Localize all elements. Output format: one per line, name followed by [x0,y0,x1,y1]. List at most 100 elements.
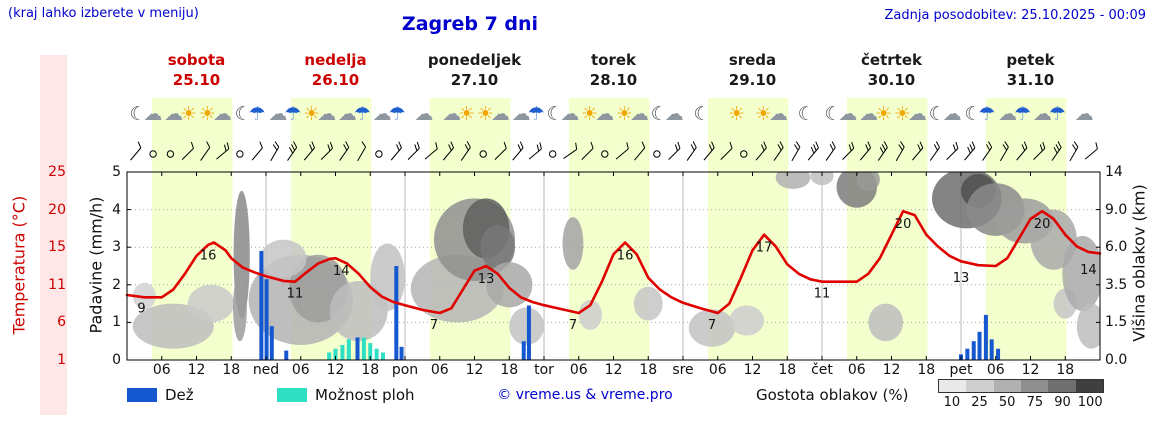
precipitation-tick: 5 [112,164,121,180]
day-name: sobota [167,51,226,69]
temperature-tick: 25 [48,164,66,180]
weather-glyph: ☾ [797,103,815,125]
weather-icon: ☁ [403,101,441,127]
weather-glyph: ☀ [728,103,745,125]
weather-glyph: ☀ [893,103,911,125]
cloud-density-value: 90 [1054,395,1071,410]
day-header: petek 31.10 [961,50,1100,90]
time-tick-label: 12 [882,362,901,378]
time-tick-label: 12 [743,362,762,378]
weather-glyph: ☀ [303,103,320,125]
weather-glyph: ☾ [824,103,841,125]
weather-glyph: ☁ [511,103,531,125]
weather-glyph: ☂ [284,103,301,125]
time-tick-label: 06 [152,362,171,378]
weather-icon: ☀☁ [299,101,337,127]
day-date: 30.10 [867,71,916,89]
weather-glyph: ☂ [248,103,266,125]
precipitation-tick: 3 [112,239,121,256]
day-date: 29.10 [728,71,777,89]
weather-glyph: ☁ [859,103,878,125]
weather-glyph: ☾ [650,103,668,125]
svg-text:16: 16 [200,249,217,264]
svg-text:13: 13 [953,271,970,286]
svg-text:20: 20 [895,217,912,232]
weather-glyph: ☁ [664,103,684,125]
time-tick-label: 12 [187,362,206,378]
credit-link[interactable]: © vreme.us & vreme.pro [497,387,673,403]
weather-glyph: ☀ [615,103,633,125]
weather-icon: ☾☁ [925,101,963,127]
precipitation-tick: 4 [112,201,121,218]
weather-glyph: ☂ [388,103,406,125]
temperature-curve [125,209,1102,315]
weather-icon: ☾☁ [820,101,858,127]
svg-text:11: 11 [287,287,304,302]
temperature-axis-strip [40,55,67,415]
weather-glyph: ☁ [212,103,232,125]
svg-text:16: 16 [617,249,634,264]
svg-text:13: 13 [478,272,495,287]
rain-legend-label: Dež [165,386,194,404]
cloud-density-segment [1075,380,1103,392]
weather-glyph: ☁ [337,103,357,125]
temperature-tick: 11 [48,276,66,293]
day-header: sobota 25.10 [127,50,266,90]
cloud-density-value: 50 [998,395,1016,410]
weather-icon: ☁ [1064,101,1102,127]
weather-glyph: ☁ [1074,103,1094,125]
time-tick-label: 06 [708,362,727,378]
weather-glyph: ☁ [442,103,461,125]
cloud-density-segment [966,380,994,392]
weather-glyph: ☁ [595,103,614,125]
precipitation-tick: 1 [112,314,121,331]
time-tick-label: 06 [847,362,866,378]
weather-glyph: ☀ [581,103,598,125]
day-name: ponedeljek [427,51,522,69]
cloud-layers [132,172,1100,349]
precipitation-bars [259,250,1001,360]
temperature-tick: 6 [57,314,66,331]
time-tick-label: 06 [986,362,1005,378]
time-tick-label: čet [811,362,833,378]
precipitation-tick: 0 [112,352,121,368]
cloud-density-segment [993,380,1021,392]
svg-text:9: 9 [137,301,145,316]
time-tick-label: 06 [291,362,310,378]
weather-glyph: ☀ [180,103,197,125]
cloud-height-tick: 9.0 [1105,201,1128,218]
cloud-density-scale-values: 10 25 50 75 90 100 [938,395,1104,410]
weather-glyph: ☁ [143,103,162,125]
wind-barbs [130,141,1098,162]
time-tick-label: ned [252,362,280,378]
shower-legend-label: Možnost ploh [315,386,415,404]
cloud-density-value: 75 [1026,395,1044,410]
weather-glyph: ☁ [560,103,579,125]
weather-glyph: ☀ [458,103,475,125]
temperature-tick: 15 [48,239,66,256]
cloud-density-value: 25 [971,395,988,410]
day-header: četrtek 30.10 [822,50,961,90]
day-date: 28.10 [589,71,638,89]
weather-glyph: ☾ [546,103,563,125]
time-tick-label: 18 [361,362,380,378]
day-date: 25.10 [172,71,221,89]
weather-glyph: ☾ [928,103,946,125]
time-tick-label: 18 [1056,362,1075,378]
weather-glyph: ☾ [129,103,146,125]
weather-glyph: ☀ [875,103,892,125]
cloud-density-segment [1048,380,1076,392]
weather-glyph: ☾ [964,103,981,125]
cloud-density-segment [1020,380,1049,392]
weather-glyph: ☀ [476,103,494,125]
rain-swatch [127,388,157,402]
page-title: Zagreb 7 dni [401,13,539,35]
weather-glyph: ☾ [234,103,252,125]
weather-glyph: ☁ [317,103,336,125]
cloud-height-tick: 0.0 [1105,352,1128,368]
svg-text:7: 7 [430,318,438,333]
weather-glyph: ☁ [164,103,183,125]
day-header: nedelja 26.10 [266,50,405,90]
svg-text:20: 20 [1034,217,1051,232]
